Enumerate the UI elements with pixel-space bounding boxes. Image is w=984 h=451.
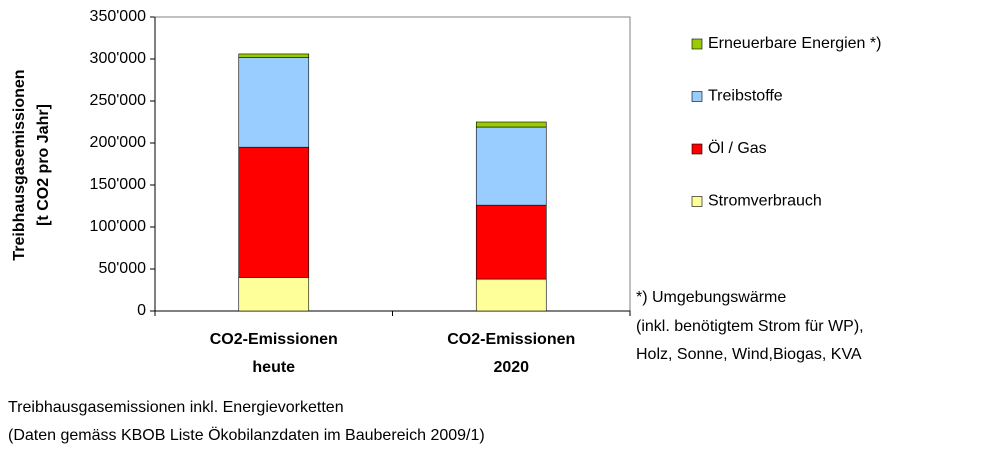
legend-label: Stromverbrauch [708,193,822,210]
note: Treibhausgasemissionen inkl. Energievork… [8,399,344,416]
legend-swatch [691,91,703,102]
legend-label: Erneuerbare Energien *) [708,35,881,52]
bar-segment [475,204,547,280]
bar-segment [238,277,310,312]
x-tick-label: CO2-Emissionen 2020 [447,331,575,376]
bar-segment [238,146,310,278]
annotation: *) Umgebungswärme [636,289,786,306]
y-tick-label: 350'000 [90,8,147,25]
legend-label: Treibstoffe [708,88,783,105]
bar-segment [238,53,310,58]
annotation: Holz, Sonne, Wind,Biogas, KVA [636,346,862,363]
y-tick-label: 100'000 [90,218,147,235]
note: (Daten gemäss KBOB Liste Ökobilanzdaten … [8,426,485,444]
y-tick-label: 50'000 [98,260,146,277]
bar-segment [238,57,310,148]
x-tick-label: CO2-Emissionen heute [210,331,338,376]
bar-segment [475,121,547,128]
bar-segment [475,278,547,312]
legend-swatch [691,143,703,155]
legend-swatch [691,196,703,207]
plot-area [154,16,631,312]
y-tick-label: 150'000 [90,176,147,193]
y-tick-label: 0 [137,302,146,319]
y-axis-label: [t CO2 pro Jahr] [35,104,52,226]
legend-swatch [691,38,703,50]
annotation: (inkl. benötigtem Strom für WP), [636,318,864,335]
y-tick-label: 250'000 [90,92,147,109]
y-axis-label: Treibhausgasemissionen [11,69,28,260]
y-tick-label: 300'000 [90,50,147,67]
bar-segment [475,126,547,206]
y-tick-label: 200'000 [90,134,147,151]
legend-label: Öl / Gas [708,139,767,157]
